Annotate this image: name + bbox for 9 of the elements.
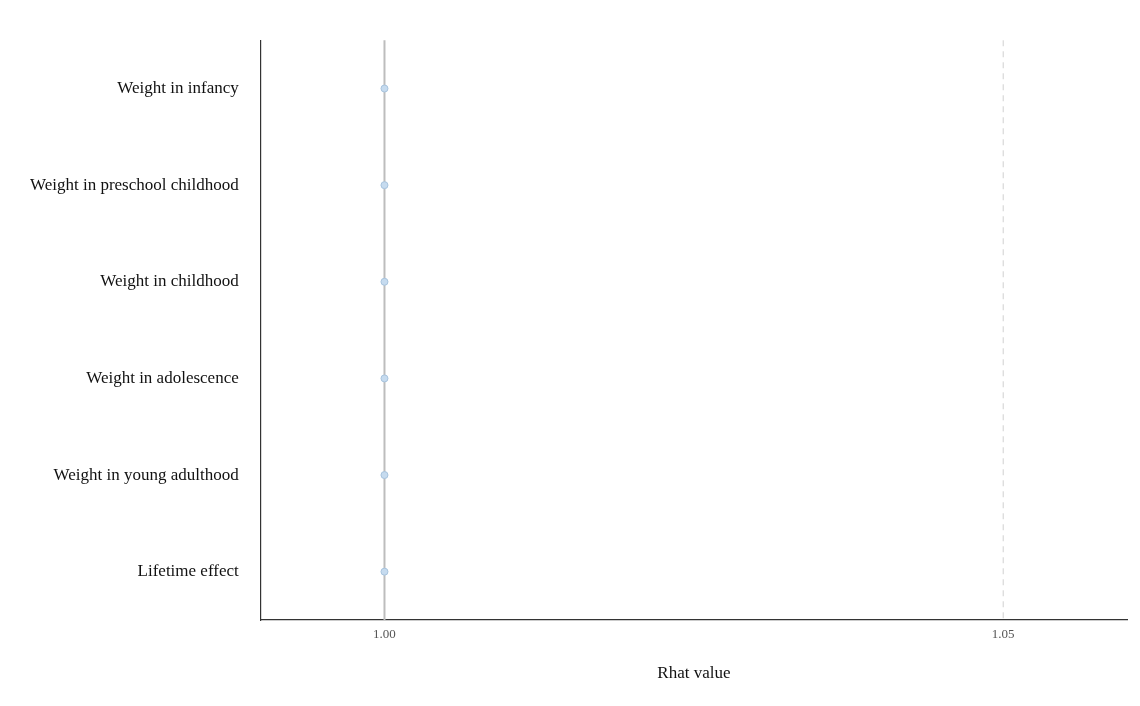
- y-tick-label: Weight in childhood: [100, 271, 240, 291]
- x-tick-label: 1.05: [991, 626, 1015, 642]
- y-tick-label: Weight in adolescence: [86, 367, 239, 387]
- x-axis-title: Rhat value: [657, 663, 731, 683]
- y-tick-label: Weight in infancy: [117, 77, 240, 97]
- x-tick-label: 1.00: [373, 626, 396, 642]
- y-tick-label: Weight in young adulthood: [53, 464, 240, 484]
- y-tick-label: Lifetime effect: [137, 561, 240, 581]
- y-tick-label: Weight in preschool childhood: [30, 174, 240, 194]
